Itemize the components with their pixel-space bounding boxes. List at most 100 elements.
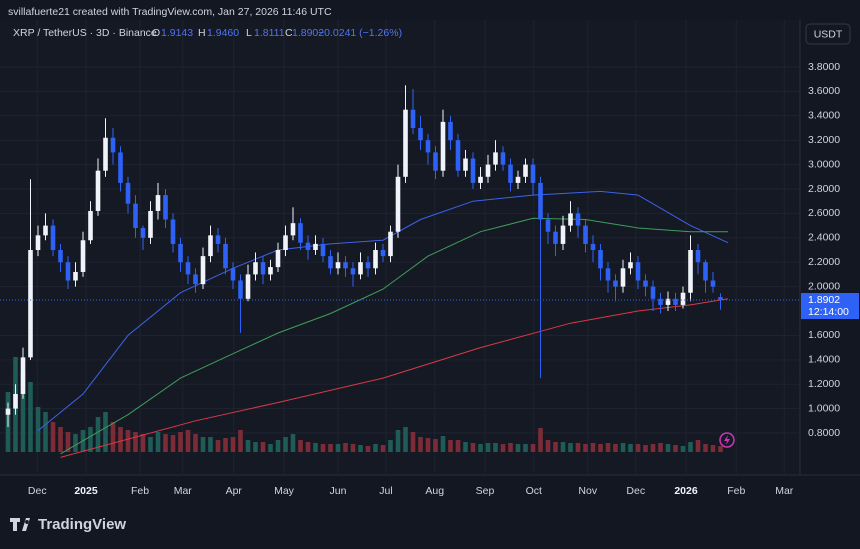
candle-body: [133, 203, 138, 229]
candle-body: [290, 223, 296, 236]
volume-bar: [140, 434, 146, 452]
axes: 0.8000 1.0000 1.2000 1.4000 1.6000 2.0000 2.20…: [0, 61, 859, 497]
change: −0.0241 (−1.26%): [318, 27, 402, 39]
volume-bar: [43, 412, 48, 452]
volume-bar: [418, 437, 423, 452]
candle-body: [455, 140, 461, 171]
volume-bar: [320, 444, 326, 452]
candle-body: [50, 225, 56, 251]
x-tick-label: Feb: [131, 485, 149, 497]
volume-bar: [260, 442, 266, 452]
ohlc-value: 1.8902: [292, 27, 324, 39]
symbol: XRP / TetherUS · 3D · Binance: [13, 27, 157, 39]
volume-bar: [635, 444, 641, 452]
ohlc-field: O: [152, 27, 160, 39]
candle-body: [125, 182, 131, 204]
volume-bar: [155, 432, 161, 452]
candle-body: [88, 210, 93, 241]
volume-bar: [253, 442, 258, 452]
volume-bar: [718, 446, 723, 452]
volume-bar: [230, 437, 236, 452]
currency-box: [805, 23, 851, 45]
candle-body: [238, 280, 243, 299]
x-tick-label: Nov: [578, 485, 597, 497]
brand-logo: [10, 518, 30, 531]
candle-body: [305, 242, 311, 251]
volume-bar: [118, 427, 123, 452]
candle-body: [658, 298, 663, 305]
candle-body: [320, 243, 326, 257]
volume-bar: [583, 444, 588, 452]
x-tick-label: Oct: [526, 485, 542, 497]
volume-bar: [275, 440, 281, 452]
candle-body: [65, 262, 71, 281]
volume-bar: [20, 372, 26, 452]
candle-body: [313, 243, 318, 251]
volume-bar: [395, 430, 401, 452]
volume-bar: [523, 444, 528, 452]
volume-bar: [185, 430, 191, 452]
ohlc-value: 1.9460: [207, 27, 239, 39]
candle-body: [178, 243, 183, 263]
candle-body: [673, 298, 678, 305]
candle-body: [28, 250, 33, 358]
volume-bar: [148, 437, 153, 452]
candle-body: [230, 268, 236, 281]
volume-bar: [313, 443, 318, 452]
candle-body: [425, 140, 431, 153]
x-tick-label: Dec: [626, 485, 645, 497]
candle-body: [365, 262, 371, 269]
volume-bar: [350, 444, 356, 452]
candle-body: [20, 357, 26, 394]
volume-bar: [388, 440, 393, 452]
candle-body: [73, 271, 78, 281]
y-tick-label: 1.4000: [808, 354, 840, 366]
volume-bar: [538, 428, 543, 452]
volume-bar: [50, 422, 56, 452]
moving-average: [60, 298, 729, 458]
volume-bar: [215, 440, 221, 452]
volume-bar: [343, 443, 348, 452]
candle-body: [613, 280, 618, 287]
candle-body: [695, 250, 701, 263]
ohlc-field: C: [285, 27, 293, 39]
moving-average: [37, 190, 729, 431]
candle-body: [433, 152, 438, 171]
volume-bar: [605, 443, 611, 452]
candle-body: [193, 274, 198, 285]
volume-bar: [103, 412, 108, 452]
volume-bar: [238, 430, 243, 452]
legend-header: XRP / TetherUS · 3D · Binance O 1.9143 H 1.…: [13, 27, 402, 39]
candle-body: [560, 225, 566, 244]
candle-body: [80, 240, 86, 272]
plot-area: [0, 20, 800, 475]
candle-body: [710, 280, 716, 287]
price-tag-value: 1.8902: [808, 294, 840, 306]
candle-body: [620, 268, 626, 287]
candle-body: [568, 213, 573, 226]
volume-bar: [133, 432, 138, 452]
y-tick-label: 3.2000: [808, 134, 840, 146]
candle-body: [463, 158, 468, 171]
volume-bar: [620, 443, 626, 452]
candle-body: [703, 262, 708, 281]
x-tick-label: 2026: [674, 485, 698, 497]
volume-bar: [335, 444, 341, 452]
y-tick-label: 1.0000: [808, 402, 840, 414]
y-tick-label: 1.2000: [808, 378, 840, 390]
volume-bar: [575, 443, 581, 452]
candle-body: [485, 164, 491, 177]
ohlc-value: 1.8111: [254, 27, 285, 39]
candle-body: [680, 292, 686, 305]
volume-bar: [380, 445, 386, 452]
x-tick-label: Feb: [727, 485, 745, 497]
volume-bar: [35, 407, 41, 452]
candle-body: [328, 256, 333, 269]
y-tick-label: 2.4000: [808, 232, 840, 244]
candle-body: [635, 262, 641, 281]
volume-bar: [88, 427, 93, 452]
y-tick-label: 3.0000: [808, 158, 840, 170]
x-tick-label: Jul: [379, 485, 392, 497]
candle-body: [275, 250, 281, 268]
candle-body: [215, 235, 221, 244]
